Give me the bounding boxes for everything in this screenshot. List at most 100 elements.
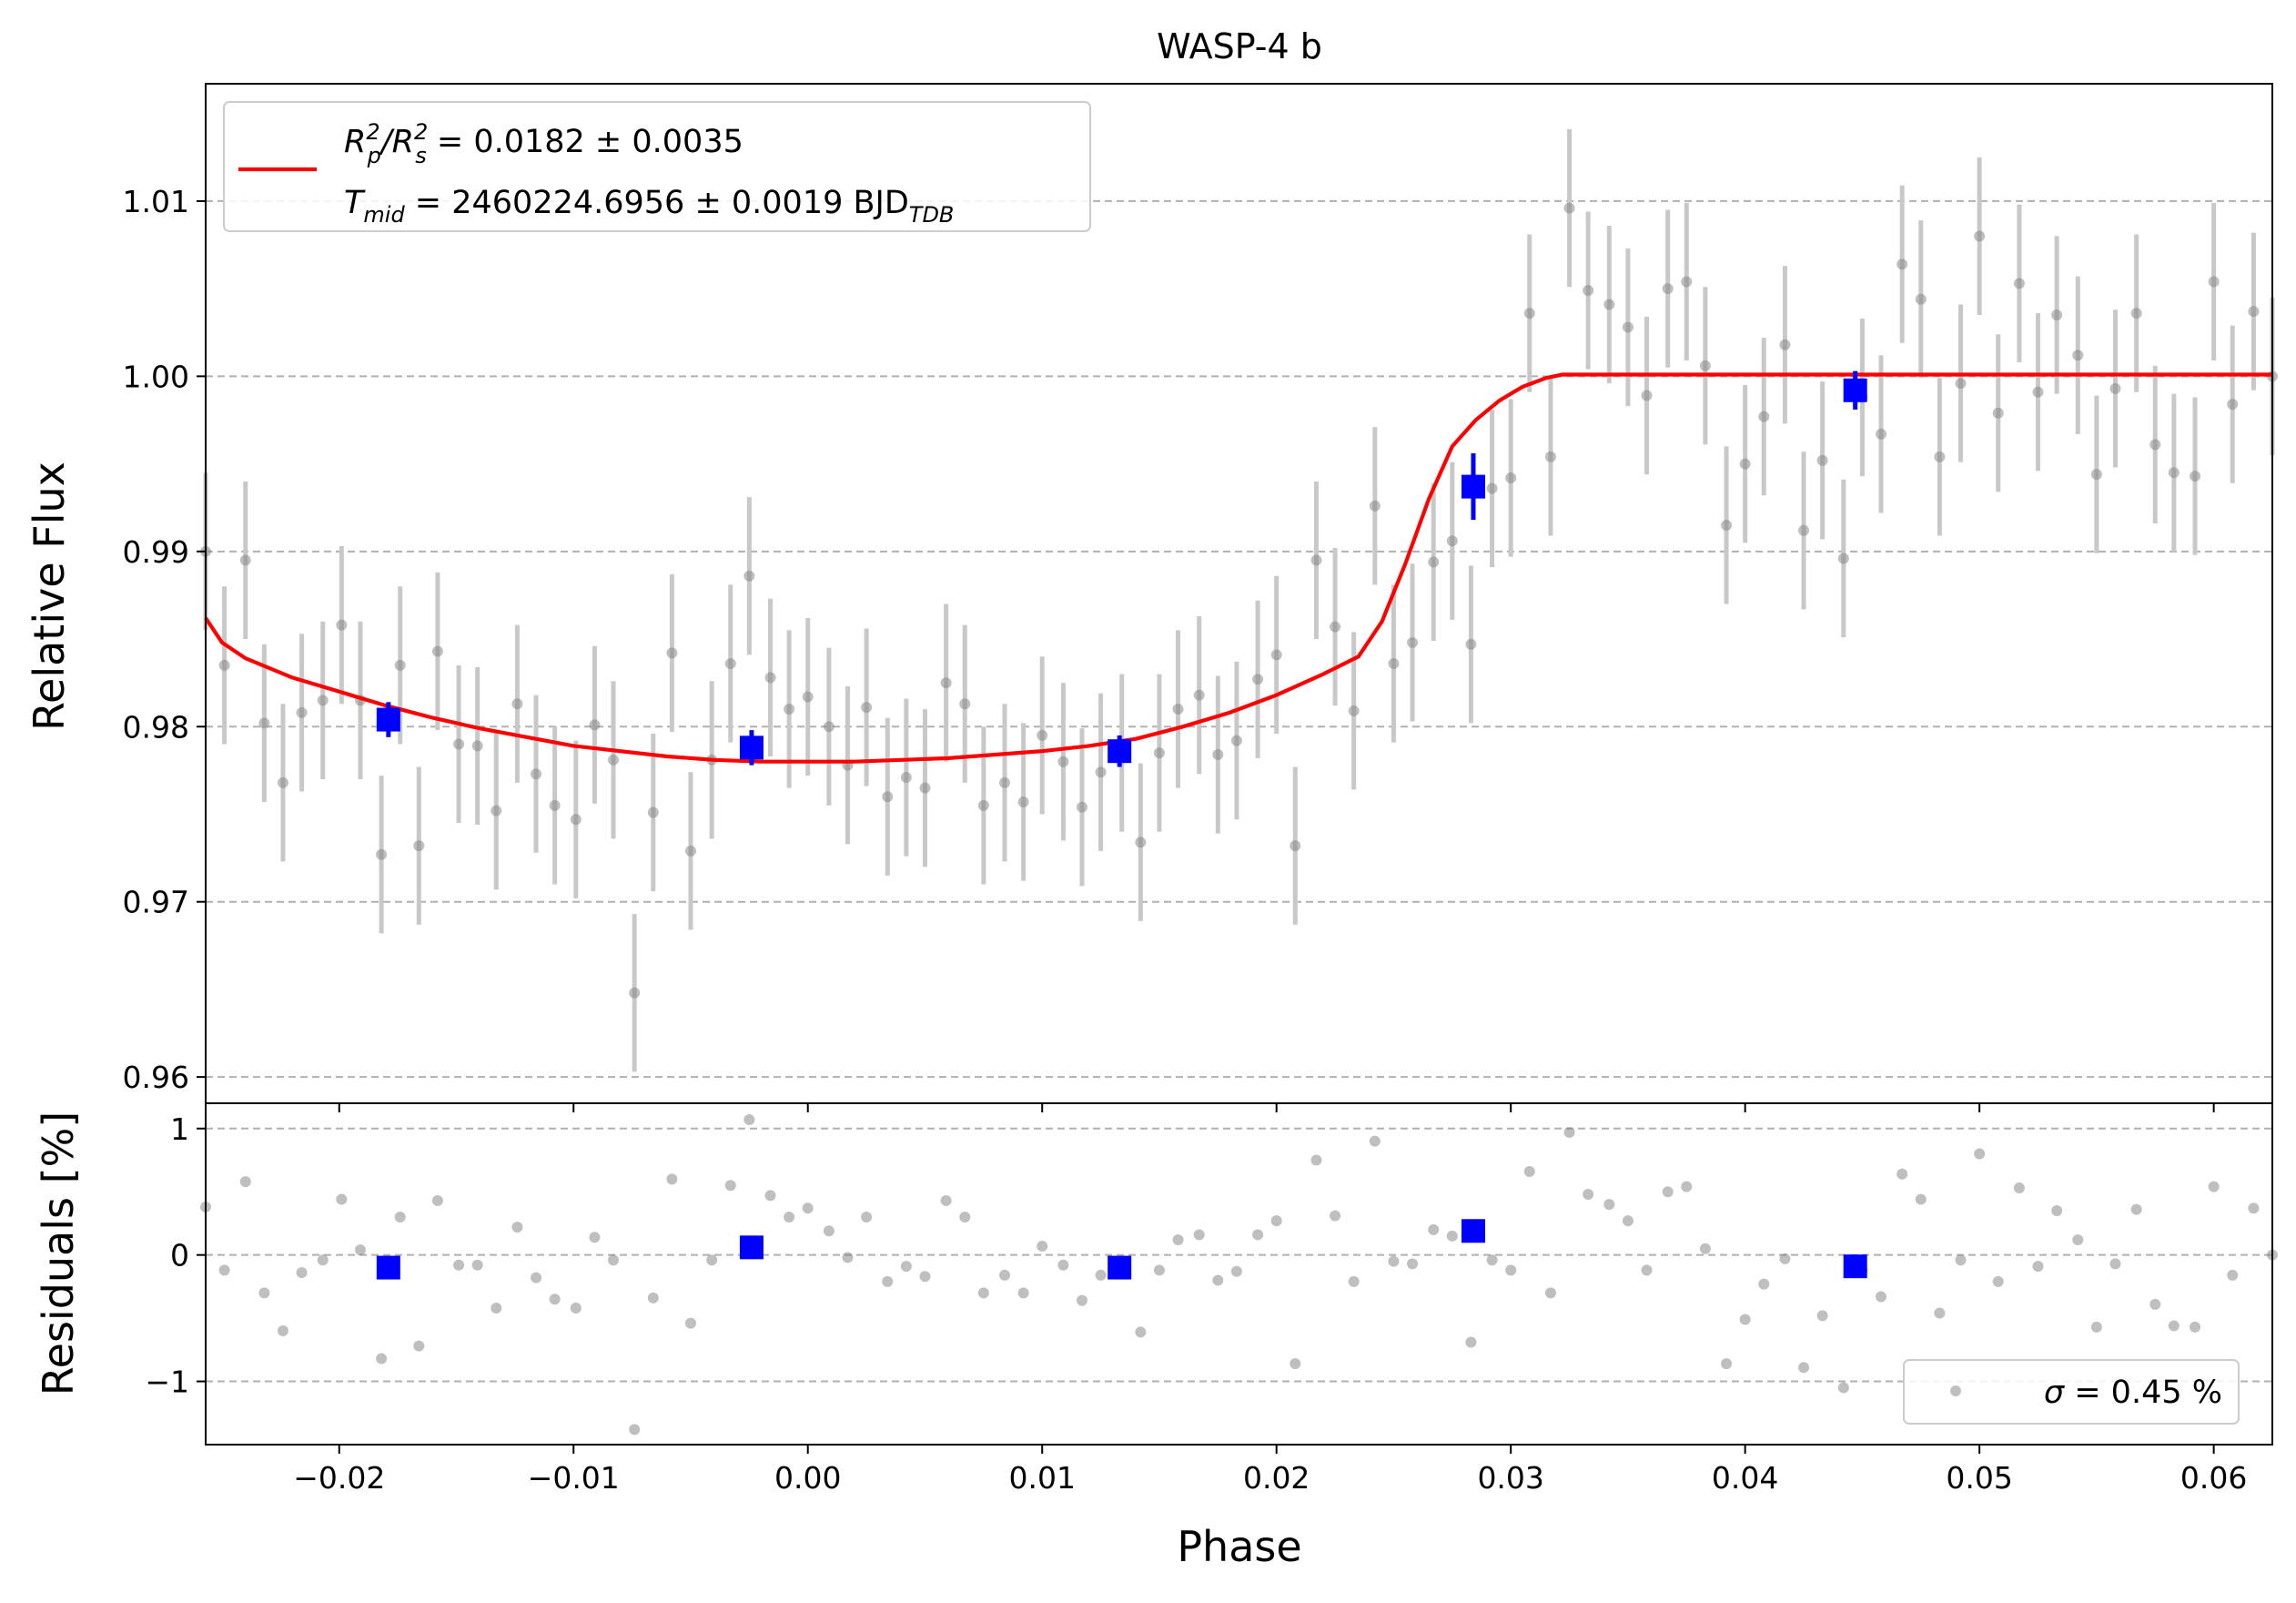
main-data-point bbox=[1407, 636, 1419, 648]
residuals-axes-frame bbox=[205, 1102, 2273, 1446]
residual-point bbox=[1017, 1287, 1029, 1299]
residual-point bbox=[1681, 1181, 1693, 1192]
residual-point bbox=[1388, 1255, 1400, 1267]
main-data-point bbox=[1758, 411, 1770, 422]
main-data-point bbox=[1230, 735, 1242, 746]
residual-point bbox=[1603, 1199, 1615, 1211]
main-data-point bbox=[919, 782, 931, 794]
main-data-point bbox=[940, 677, 952, 689]
main-data-point bbox=[471, 740, 483, 752]
residual-binned-point bbox=[376, 1255, 400, 1280]
legend-depth-text: R2 p/R2 s = 0.0182 ± 0.0035 bbox=[344, 119, 743, 168]
residual-point bbox=[1348, 1275, 1360, 1287]
main-data-point bbox=[589, 719, 601, 731]
residuals-x-ticks: −0.02 −0.01 0.00 0.01 0.02 0.03 0.04 0.05 0.06 bbox=[293, 1445, 2247, 1496]
main-data-point bbox=[570, 814, 582, 826]
main-data-point bbox=[1563, 202, 1575, 214]
main-data-point bbox=[1816, 454, 1828, 466]
residual-point bbox=[2109, 1258, 2121, 1270]
main-data-point bbox=[629, 987, 641, 999]
residual-point bbox=[940, 1194, 952, 1206]
residual-point bbox=[900, 1261, 912, 1273]
main-binned-point bbox=[376, 707, 400, 732]
main-data-point bbox=[823, 721, 834, 733]
residual-point bbox=[1837, 1382, 1849, 1394]
x-tick-label: 0.02 bbox=[1243, 1460, 1310, 1496]
main-data-point bbox=[491, 805, 502, 817]
residual-point bbox=[1212, 1274, 1224, 1286]
main-data-point bbox=[1095, 766, 1107, 778]
residuals-binned-points bbox=[376, 1219, 1867, 1280]
main-data-point bbox=[1348, 705, 1360, 716]
main-data-point bbox=[764, 672, 776, 684]
residual-point bbox=[1896, 1168, 1908, 1180]
residual-point bbox=[453, 1259, 465, 1271]
residual-point bbox=[1758, 1278, 1770, 1290]
main-data-point bbox=[1523, 308, 1535, 320]
residual-point bbox=[354, 1244, 366, 1256]
residual-point bbox=[511, 1222, 523, 1233]
main-data-point bbox=[1699, 360, 1711, 371]
residual-point bbox=[1446, 1230, 1458, 1242]
residual-point bbox=[1270, 1215, 1282, 1227]
main-data-point bbox=[1486, 482, 1498, 494]
main-data-point bbox=[453, 738, 465, 750]
residual-point bbox=[2190, 1321, 2201, 1333]
chart-title: WASP-4 b bbox=[1157, 26, 1322, 66]
residual-binned-point bbox=[1461, 1219, 1485, 1243]
main-data-point bbox=[1681, 276, 1693, 288]
main-data-point bbox=[1622, 321, 1633, 333]
main-data-point bbox=[2090, 469, 2102, 481]
main-data-point bbox=[2149, 439, 2161, 451]
residual-point bbox=[1876, 1291, 1887, 1303]
main-data-point bbox=[511, 698, 523, 710]
main-gridlines bbox=[206, 199, 2272, 1079]
main-data-point bbox=[1837, 553, 1849, 564]
residual-point bbox=[413, 1340, 425, 1352]
main-data-point bbox=[608, 754, 620, 766]
main-y-tick-label: 0.97 bbox=[123, 885, 189, 920]
residual-point bbox=[1290, 1358, 1301, 1370]
main-data-point bbox=[1641, 390, 1653, 401]
residual-point bbox=[959, 1212, 971, 1223]
residuals-legend-marker bbox=[1950, 1385, 1961, 1396]
residual-point bbox=[1057, 1259, 1069, 1271]
residual-point bbox=[882, 1275, 894, 1287]
main-data-point bbox=[2109, 382, 2121, 394]
residual-point bbox=[589, 1232, 601, 1243]
residual-point bbox=[999, 1269, 1011, 1281]
main-data-point bbox=[1270, 649, 1282, 661]
main-panel: 0.96 0.97 0.98 0.99 1.00 1.01 R2 p/R2 s = 0.018… bbox=[25, 83, 2278, 1112]
residual-point bbox=[784, 1212, 795, 1223]
main-data-point bbox=[1955, 378, 1967, 390]
residual-point bbox=[1428, 1223, 1440, 1235]
residual-point bbox=[823, 1225, 834, 1237]
main-data-point bbox=[1876, 428, 1887, 440]
residual-point bbox=[1816, 1310, 1828, 1322]
main-data-point bbox=[959, 698, 971, 710]
main-data-point bbox=[1779, 339, 1791, 350]
residual-point bbox=[549, 1294, 561, 1305]
main-data-point bbox=[531, 768, 542, 780]
residuals-legend-box bbox=[1903, 1359, 2240, 1425]
residual-binned-point bbox=[1843, 1254, 1867, 1279]
transit-model-line bbox=[204, 372, 2272, 764]
main-data-point bbox=[1153, 747, 1165, 759]
main-data-point bbox=[2168, 467, 2180, 479]
residual-point bbox=[2013, 1182, 2025, 1194]
main-data-point bbox=[1388, 657, 1400, 669]
residual-point bbox=[1135, 1326, 1147, 1338]
residual-point bbox=[570, 1303, 582, 1314]
x-tick-label: −0.01 bbox=[528, 1460, 620, 1496]
main-data-point bbox=[549, 799, 561, 811]
main-data-point bbox=[431, 645, 443, 657]
residual-point bbox=[629, 1424, 641, 1436]
main-data-point bbox=[1172, 704, 1184, 715]
main-data-point bbox=[1465, 638, 1477, 650]
residual-point bbox=[2248, 1202, 2260, 1214]
residual-point bbox=[2168, 1320, 2180, 1332]
residual-point bbox=[1563, 1126, 1575, 1138]
main-data-point bbox=[2072, 350, 2084, 361]
main-y-tick-label: 0.99 bbox=[123, 534, 189, 570]
main-data-point bbox=[1934, 451, 1946, 462]
